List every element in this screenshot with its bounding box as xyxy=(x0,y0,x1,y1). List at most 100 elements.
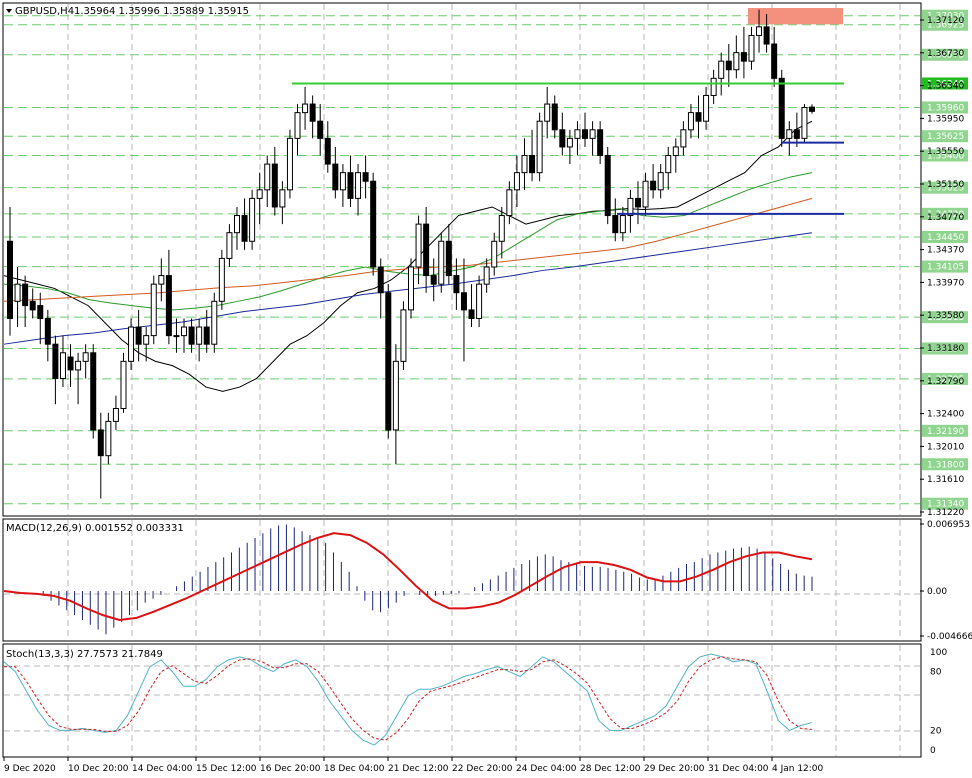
candle-body xyxy=(703,94,710,122)
candle xyxy=(279,181,286,225)
candle xyxy=(460,258,467,362)
candle xyxy=(574,121,581,156)
candle xyxy=(120,352,127,413)
candle xyxy=(687,104,694,139)
level-label-text: 1.35025 xyxy=(927,184,964,194)
stoch-label: Stoch(13,3,3) 27.7573 21.7849 xyxy=(6,649,163,660)
candle-body xyxy=(544,103,551,122)
dropdown-triangle-icon[interactable] xyxy=(6,9,12,13)
candle xyxy=(226,224,233,268)
candle xyxy=(582,112,589,147)
level-label-group: 1.34450 xyxy=(922,230,968,243)
level-label-group: 1.35625 xyxy=(922,130,968,143)
candle xyxy=(415,215,422,285)
candle xyxy=(256,172,263,225)
candle xyxy=(347,155,354,207)
level-label-bg xyxy=(922,18,968,31)
candle-body xyxy=(612,215,619,234)
candle-body xyxy=(158,275,165,285)
support-lines xyxy=(292,82,844,215)
candle-body xyxy=(120,360,127,410)
candle xyxy=(203,309,210,353)
level-label-text: 1.33515 xyxy=(927,313,964,323)
macd-signal-line xyxy=(3,532,813,621)
candle xyxy=(385,284,392,439)
level-label-text: 1.34105 xyxy=(927,263,964,273)
candle-body xyxy=(430,275,437,285)
candle xyxy=(551,95,558,139)
candle-body xyxy=(196,326,203,345)
candle xyxy=(22,275,29,328)
level-label-bg xyxy=(922,311,968,324)
level-label-bg xyxy=(922,458,968,471)
candle xyxy=(589,121,596,156)
candle-body xyxy=(324,137,331,165)
candle xyxy=(286,129,293,199)
candle-body xyxy=(128,326,135,362)
candle xyxy=(150,275,157,345)
candle-body xyxy=(377,266,384,294)
candle-body xyxy=(695,112,702,122)
candle-body xyxy=(536,120,543,174)
candle xyxy=(483,258,490,293)
time-tick-label: 10 Dec 20:00 xyxy=(68,764,129,774)
level-label-group: 1.34105 xyxy=(922,260,968,273)
candle xyxy=(317,104,324,156)
candle-body xyxy=(286,137,293,191)
candle xyxy=(339,164,346,207)
candle-body xyxy=(582,129,589,139)
level-label-group: 1.31340 xyxy=(922,497,968,510)
candle-body xyxy=(521,155,528,174)
candle xyxy=(423,206,430,293)
candle-body xyxy=(604,155,611,217)
macd-tick-label: 0.00 xyxy=(927,587,947,597)
candle-body xyxy=(256,189,263,199)
candle-body xyxy=(392,360,399,431)
candle-body xyxy=(279,189,286,208)
candle-body xyxy=(589,129,596,139)
candle xyxy=(642,172,649,216)
candle-body xyxy=(249,197,256,242)
candle-body xyxy=(233,215,240,234)
candle xyxy=(408,258,414,319)
stoch-panel-frame xyxy=(2,643,922,758)
candle-body xyxy=(400,309,407,362)
price-tick-label: 1.31220 xyxy=(927,508,964,518)
candle xyxy=(725,44,732,87)
price-panel-frame xyxy=(2,2,922,517)
level-label-text: 1.31800 xyxy=(927,460,964,470)
candle-body xyxy=(75,360,82,371)
level-label-group: 1.32795 xyxy=(922,372,968,385)
candle-body xyxy=(627,197,634,217)
candle xyxy=(695,95,702,139)
candle-body xyxy=(786,129,793,139)
candle-body xyxy=(37,305,44,319)
candle xyxy=(44,309,51,362)
candle xyxy=(476,275,483,328)
price-tick-label: 1.32400 xyxy=(927,410,964,420)
candle xyxy=(249,189,256,250)
price-tick-label: 1.35150 xyxy=(927,180,964,190)
level-label-bg xyxy=(922,372,968,385)
candle xyxy=(718,52,725,96)
candle xyxy=(82,344,89,379)
candle-body xyxy=(756,26,763,36)
candle-body xyxy=(181,326,188,337)
macd-tick-label: -0.004666 xyxy=(927,632,972,642)
level-label-bg xyxy=(922,48,968,61)
time-tick-label: 18 Dec 04:00 xyxy=(324,764,385,774)
level-label-group: 1.32190 xyxy=(922,424,968,437)
level-label-bg xyxy=(922,77,968,90)
candle-body xyxy=(529,155,536,174)
candle xyxy=(218,249,225,310)
macd-label: MACD(12,26,9) 0.001552 0.003331 xyxy=(6,523,184,534)
candle xyxy=(778,69,785,147)
candle xyxy=(710,69,717,105)
candle-body xyxy=(551,103,558,131)
candle xyxy=(665,146,672,190)
level-label-text: 1.34450 xyxy=(927,233,964,243)
candle-body xyxy=(771,43,778,79)
candle-body xyxy=(619,215,626,234)
candle xyxy=(97,412,104,499)
stoch-indicator: 100 80 20 0 xyxy=(3,648,947,756)
